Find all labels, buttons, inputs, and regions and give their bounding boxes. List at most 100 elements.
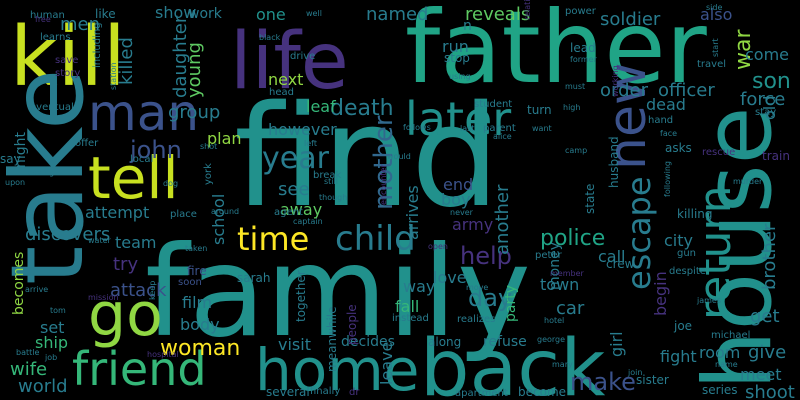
word-hand: hand — [648, 115, 673, 126]
word-though: though — [319, 193, 347, 202]
word-move: move — [466, 283, 488, 292]
word-return: return — [690, 185, 741, 320]
word-using: using — [449, 72, 471, 81]
word-father: father — [405, 0, 708, 106]
word-along: along — [428, 335, 461, 349]
word-student: student — [474, 99, 512, 110]
word-george: george — [537, 335, 565, 344]
word-mary: mary — [552, 360, 573, 369]
word-local: local — [130, 154, 153, 165]
word-way: way — [403, 277, 435, 296]
word-murder: murder — [733, 177, 763, 186]
word-realizes: realizes — [457, 314, 495, 325]
word-finally: finally — [310, 386, 340, 397]
word-dog: dog — [163, 179, 178, 188]
word-open: open — [428, 242, 448, 251]
word-former: former — [570, 55, 598, 64]
word-battle: battle — [16, 348, 39, 357]
word-side: side — [706, 3, 722, 12]
word-york: york — [203, 163, 214, 185]
word-city: city — [664, 231, 693, 250]
word-back: back — [420, 324, 605, 400]
word-set: set — [40, 318, 64, 337]
word-give: give — [748, 342, 786, 363]
word-fall: fall — [395, 297, 419, 316]
word-one: one — [256, 5, 286, 24]
word-son: son — [752, 69, 791, 94]
word-woman: woman — [160, 336, 240, 361]
word-arrive: arrive — [25, 285, 48, 294]
word-mission: mission — [88, 293, 119, 302]
word-instead: instead — [392, 313, 429, 324]
word-break: break — [313, 170, 342, 181]
word-hospital: hospital — [147, 350, 179, 359]
word-well: well — [306, 9, 322, 18]
word-story: story — [55, 68, 80, 79]
word-car: car — [556, 298, 585, 319]
word-becomes: becomes — [11, 252, 27, 315]
word-work: work — [188, 6, 223, 22]
word-tell: tell — [88, 144, 179, 212]
word-killing: killing — [677, 207, 713, 221]
word-job: job — [44, 353, 57, 362]
word-fire: fire — [187, 264, 207, 278]
word-joe: joe — [673, 319, 692, 333]
word-james: james — [696, 296, 721, 305]
word-escape: escape — [620, 176, 658, 290]
word-child: child — [335, 219, 416, 259]
word-last: last — [460, 124, 474, 133]
word-sister: sister — [636, 373, 669, 387]
word-love: love — [433, 268, 467, 287]
word-discovers: discovers — [25, 224, 110, 245]
word-learns: learns — [40, 32, 71, 43]
word-force: force — [740, 89, 785, 110]
word-start: start — [711, 38, 720, 57]
word-help: help — [460, 242, 512, 270]
word-join: join — [627, 368, 642, 377]
word-following: following — [663, 161, 672, 197]
word-next: next — [268, 70, 303, 89]
word-shoot: shoot — [745, 382, 795, 400]
word-place: place — [170, 209, 197, 220]
word-stay: stay — [755, 107, 776, 118]
word-captain: captain — [293, 217, 323, 226]
word-including: including — [92, 22, 103, 68]
word-men: men — [60, 14, 100, 35]
word-n: n — [463, 18, 472, 34]
word-husband: husband — [607, 136, 621, 188]
word-station: station — [109, 62, 118, 90]
word-alice: alice — [493, 132, 512, 141]
word-young: young — [184, 42, 205, 98]
word-new: new — [598, 63, 658, 170]
word-go: go — [88, 280, 163, 350]
word-john: john — [129, 136, 182, 164]
word-leaf: leaf — [306, 97, 336, 116]
word-despite: despite — [669, 266, 706, 277]
word-team: team — [115, 233, 157, 252]
word-meet: meet — [740, 365, 782, 384]
word-get: get — [750, 306, 780, 327]
word-army: army — [452, 215, 493, 234]
word-girl: girl — [607, 331, 626, 357]
word-visit: visit — [278, 335, 311, 354]
word-school: school — [209, 194, 228, 245]
word-later: later — [405, 92, 511, 146]
word-would: would — [387, 152, 411, 161]
word-free: free — [35, 15, 51, 24]
word-order: order — [600, 80, 649, 101]
word-mother: mother — [369, 115, 399, 210]
word-black: black — [259, 33, 281, 42]
word-asks: asks — [665, 141, 692, 155]
word-man: man — [88, 84, 199, 142]
word-group: group — [168, 102, 220, 123]
word-brother: brother — [759, 223, 780, 290]
word-call: call — [598, 247, 626, 266]
word-tom: tom — [50, 306, 66, 315]
word-refuse: refuse — [483, 334, 527, 350]
word-dead: dead — [646, 95, 686, 114]
word-face: face — [660, 129, 677, 138]
word-working: working — [611, 65, 620, 97]
word-around: around — [211, 207, 239, 216]
